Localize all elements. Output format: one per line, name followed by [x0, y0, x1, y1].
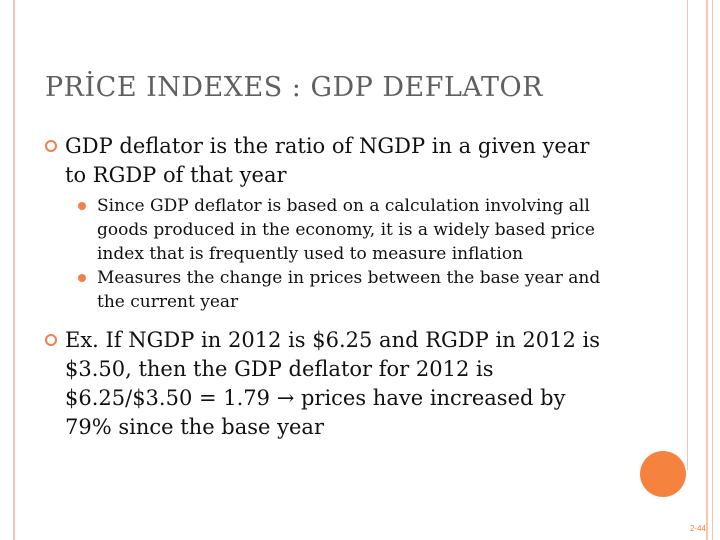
dot-bullet-icon [78, 274, 86, 282]
decorative-vertical-line [687, 0, 688, 470]
decorative-orb [640, 451, 686, 497]
bullet-text: Ex. If NGDP in 2012 is $6.25 and RGDP in… [65, 328, 600, 439]
bullet-level2: Measures the change in prices between th… [45, 266, 605, 314]
circle-bullet-icon [45, 334, 57, 346]
slide-number: 2-44 [689, 524, 706, 533]
bullet-level1: GDP deflator is the ratio of NGDP in a g… [45, 132, 605, 190]
frame-inner-line [712, 0, 713, 540]
dot-bullet-icon [78, 202, 86, 210]
slide-content: GDP deflator is the ratio of NGDP in a g… [45, 132, 605, 442]
bullet-level2: Since GDP deflator is based on a calcula… [45, 194, 605, 266]
sub-bullet-text: Measures the change in prices between th… [97, 268, 601, 312]
sub-bullet-text: Since GDP deflator is based on a calcula… [97, 196, 595, 264]
circle-bullet-icon [45, 140, 57, 152]
slide-frame [13, 0, 708, 540]
bullet-level1: Ex. If NGDP in 2012 is $6.25 and RGDP in… [45, 326, 605, 442]
slide-title: PRİCE INDEXES : GDP DEFLATOR [45, 72, 543, 103]
bullet-text: GDP deflator is the ratio of NGDP in a g… [65, 134, 590, 187]
